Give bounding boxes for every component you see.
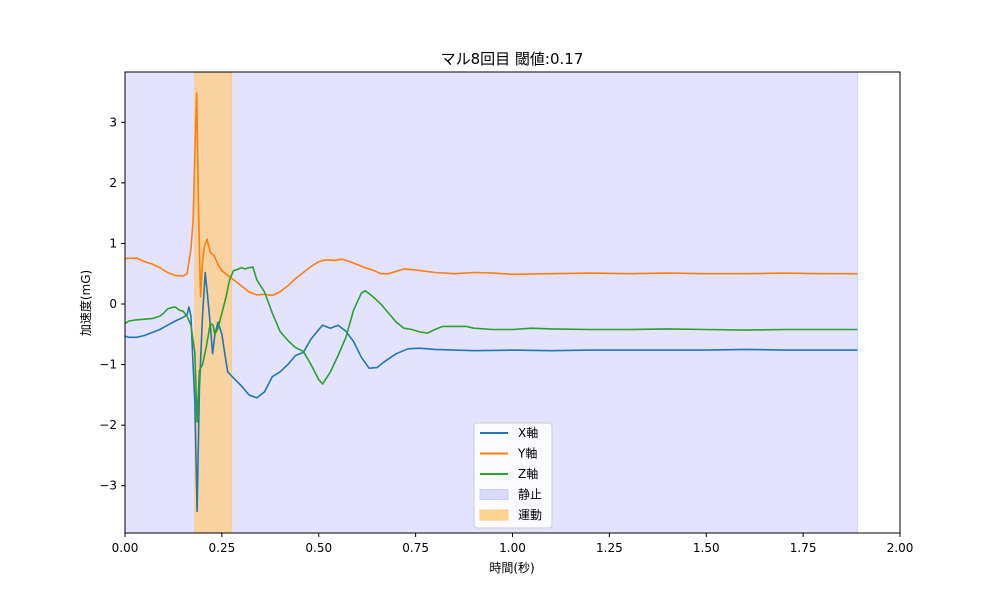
x-axis: 0.00 0.25 0.50 0.75 1.00 1.25 1.50 1.75 2.00 bbox=[112, 533, 914, 555]
y-tick-label: 0 bbox=[109, 297, 117, 311]
y-axis: −3 −2 −1 0 1 2 3 bbox=[99, 115, 125, 493]
x-tick-label: 0.25 bbox=[209, 541, 236, 555]
y-axis-label: 加速度(mG) bbox=[78, 270, 93, 336]
chart-title: マル8回目 閾値:0.17 bbox=[441, 50, 584, 68]
z-axis-series-line bbox=[124, 266, 858, 423]
x-tick-label: 0.75 bbox=[402, 541, 429, 555]
y-tick-label: 1 bbox=[109, 236, 117, 250]
y-axis-series-line bbox=[124, 92, 858, 298]
legend-box bbox=[473, 422, 553, 529]
series-layer bbox=[124, 92, 858, 513]
legend-label: 運動 bbox=[518, 508, 542, 522]
x-axis-label: 時間(秒) bbox=[489, 561, 534, 575]
x-axis-series-line bbox=[124, 271, 858, 513]
x-tick-label: 1.50 bbox=[693, 541, 720, 555]
x-tick-label: 1.75 bbox=[790, 541, 817, 555]
legend-label: X軸 bbox=[518, 426, 538, 440]
x-tick-label: 0.50 bbox=[305, 541, 332, 555]
y-tick-label: −1 bbox=[99, 358, 117, 372]
y-tick-label: −3 bbox=[99, 479, 117, 493]
legend-patch-swatch bbox=[479, 489, 509, 500]
legend-label: Z軸 bbox=[518, 467, 538, 481]
x-tick-label: 0.00 bbox=[112, 541, 139, 555]
x-tick-label: 1.00 bbox=[499, 541, 526, 555]
legend-patch-swatch bbox=[479, 509, 509, 521]
x-tick-label: 2.00 bbox=[887, 541, 914, 555]
y-tick-label: −2 bbox=[99, 418, 117, 432]
legend-label: Y軸 bbox=[517, 447, 537, 461]
legend-label: 静止 bbox=[518, 488, 542, 502]
span-motion bbox=[194, 71, 233, 534]
y-tick-label: 2 bbox=[109, 176, 117, 190]
x-tick-label: 1.25 bbox=[596, 541, 623, 555]
y-tick-label: 3 bbox=[109, 115, 117, 129]
